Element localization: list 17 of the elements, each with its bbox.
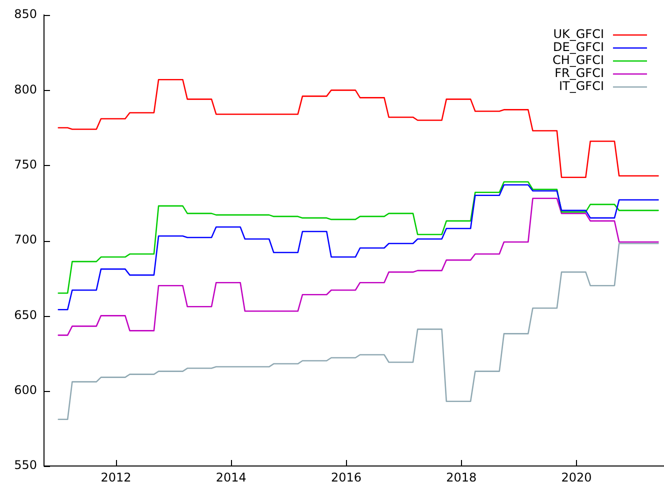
legend-label: FR_GFCI	[554, 66, 604, 80]
y-tick-label: 600	[14, 382, 37, 397]
y-tick-label: 750	[14, 157, 37, 172]
x-tick-label: 2020	[561, 470, 592, 484]
y-tick-label: 650	[14, 308, 37, 322]
x-tick-label: 2016	[330, 470, 362, 484]
legend-label: CH_GFCI	[552, 53, 604, 68]
y-tick-label: 850	[14, 7, 37, 22]
y-tick-label: 800	[14, 82, 37, 96]
x-tick-label: 2012	[100, 470, 132, 484]
y-tick-label: 550	[14, 458, 37, 472]
x-tick-label: 2018	[446, 470, 477, 484]
y-tick-label: 700	[14, 232, 37, 247]
legend-label: UK_GFCI	[553, 27, 604, 42]
legend-label: IT_GFCI	[559, 79, 604, 94]
x-tick-label: 2014	[216, 470, 246, 484]
legend-label: DE_GFCI	[553, 40, 604, 54]
